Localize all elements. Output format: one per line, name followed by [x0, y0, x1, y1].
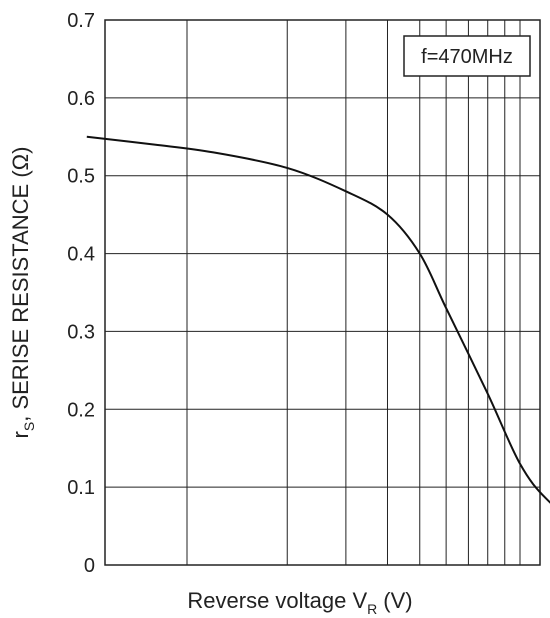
- y-tick-label: 0.7: [67, 10, 95, 32]
- y-axis-title: rS, SERISE RESISTANCE (Ω): [8, 147, 37, 439]
- y-axis-title-main: r: [8, 431, 33, 438]
- plot-frame: [104, 19, 541, 566]
- y-tick-label: 0.3: [67, 321, 95, 343]
- x-axis-title: Reverse voltage VR (V): [187, 588, 412, 617]
- x-axis-title-unit: (V): [383, 588, 412, 613]
- y-axis-title-rest: , SERISE RESISTANCE (Ω): [8, 147, 33, 422]
- x-axis-title-main: Reverse voltage V: [187, 588, 367, 613]
- annotation-box: f=470MHz: [403, 35, 531, 77]
- annotation-frame: [403, 35, 531, 77]
- y-tick-label: 0.6: [67, 88, 95, 110]
- y-tick-label: 0: [84, 555, 95, 577]
- y-tick-label: 0.4: [67, 244, 95, 266]
- y-axis-title-sub: S: [21, 422, 37, 431]
- y-ticks: 0 0.1 0.2 0.3 0.4 0.5 0.6 0.7: [67, 10, 95, 577]
- x-axis-title-sub: R: [367, 601, 377, 617]
- y-tick-label: 0.2: [67, 399, 95, 421]
- y-tick-label: 0.5: [67, 166, 95, 188]
- y-tick-label: 0.1: [67, 477, 95, 499]
- annotation-text: f=470MHz: [421, 46, 513, 68]
- series-line: [86, 135, 550, 504]
- grid-lines: [105, 19, 540, 566]
